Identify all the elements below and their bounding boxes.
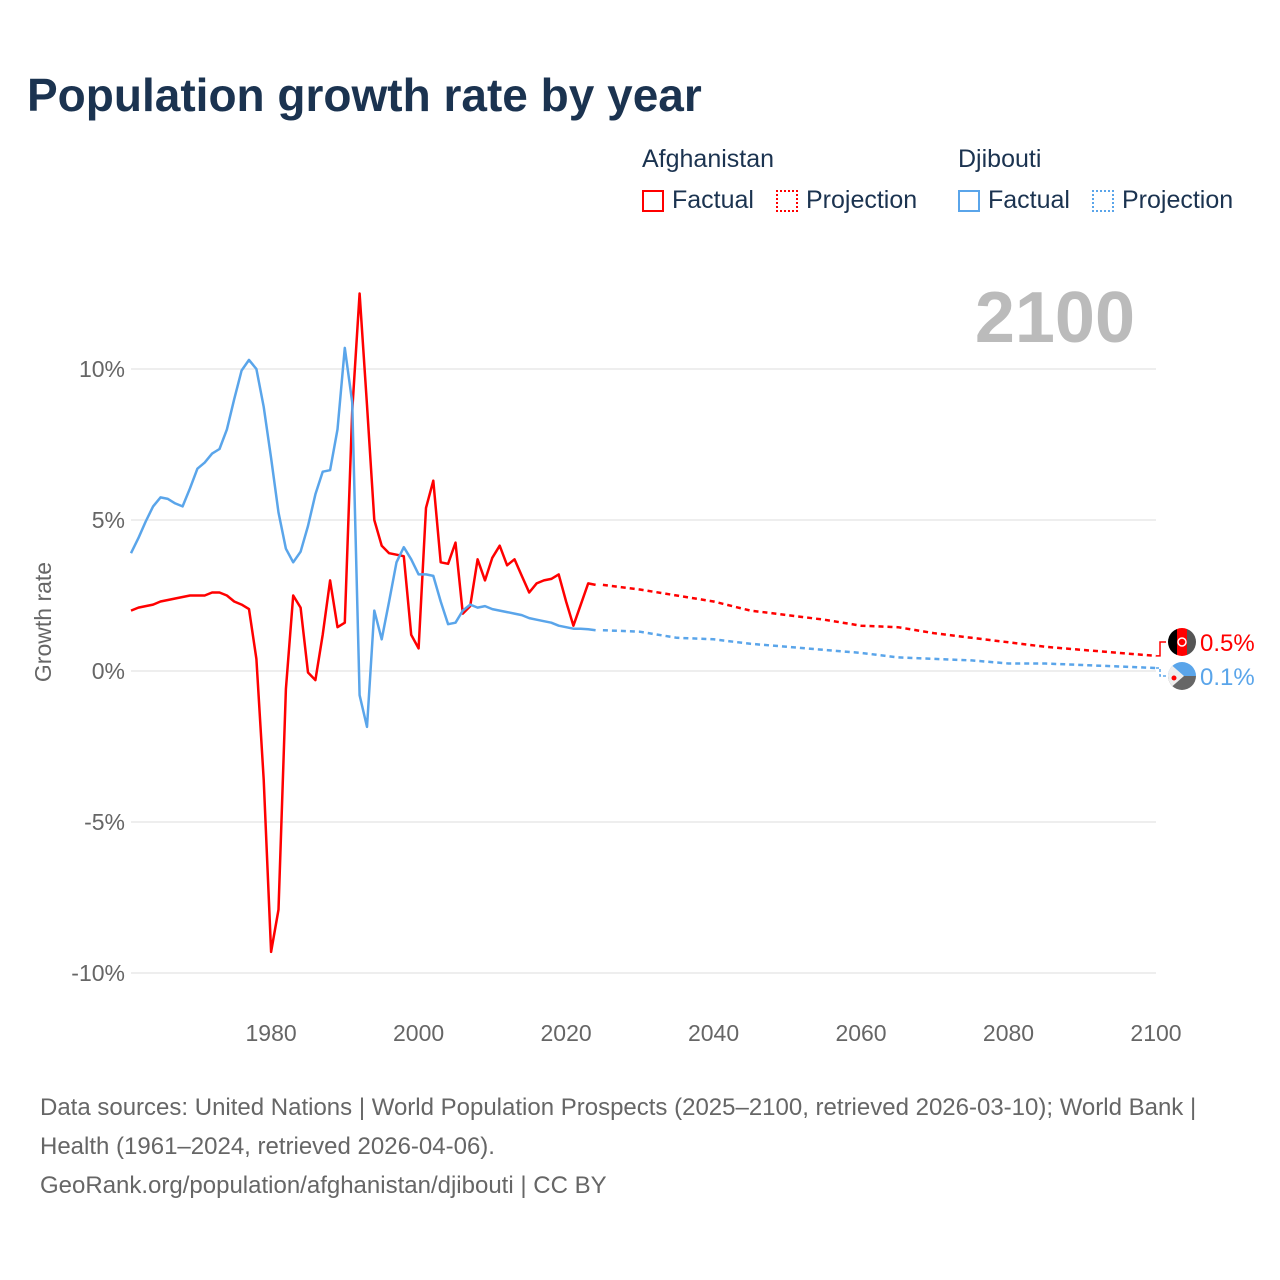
legend-swatch (642, 189, 664, 212)
plot-area: 2100 Growth rate 10% 5% 0% -5% -10% 1980 2000 2… (30, 278, 1255, 1046)
y-tick-label: -10% (71, 960, 125, 986)
end-value-label: 0.5% (1200, 630, 1255, 657)
footer: Data sources: United Nations | World Pop… (40, 1088, 1240, 1205)
data-sources: Data sources: United Nations | World Pop… (40, 1094, 1197, 1160)
legend-swatch (776, 189, 798, 212)
y-tick-label: 0% (92, 658, 125, 684)
legend-label: Factual (672, 186, 754, 214)
source-link[interactable]: GeoRank.org/population/afghanistan/djibo… (40, 1172, 607, 1199)
legend-djibouti-factual[interactable]: Factual (958, 186, 1070, 215)
y-tick-label: -5% (84, 809, 125, 835)
flag-emblem (1177, 637, 1187, 647)
legend-label: Projection (1122, 186, 1234, 214)
y-axis-label: Growth rate (30, 562, 56, 682)
x-tick-label: 2100 (1130, 1020, 1181, 1046)
legend-label: Factual (988, 186, 1070, 214)
legend-afghanistan-factual[interactable]: Factual (642, 186, 754, 215)
afghanistan-flag-icon (1168, 628, 1196, 656)
legend-afghanistan-projection[interactable]: Projection (776, 186, 917, 215)
legend-djibouti-projection[interactable]: Projection (1092, 186, 1233, 215)
x-tick-label: 2020 (540, 1020, 591, 1046)
legend-group-djibouti: Djibouti (958, 145, 1042, 173)
flag-stripe (1168, 628, 1177, 656)
flag-stripe (1177, 628, 1187, 656)
y-tick-label: 10% (79, 356, 125, 382)
legend-swatch (1092, 189, 1114, 212)
x-tick-label: 2000 (393, 1020, 444, 1046)
year-label: 2100 (975, 278, 1135, 358)
djibouti-projection-line (602, 628, 1157, 670)
y-tick-label: 5% (92, 507, 125, 533)
afghanistan-projection-line (602, 583, 1157, 658)
afghanistan-factual-line (130, 292, 596, 954)
chart-title: Population growth rate by year (27, 69, 702, 121)
end-value-label: 0.1% (1200, 664, 1255, 691)
end-connector (1156, 641, 1166, 657)
x-tick-label: 2060 (835, 1020, 886, 1046)
legend-group-afghanistan: Afghanistan (642, 145, 775, 173)
end-connector (1156, 667, 1166, 677)
djibouti-factual-line (129, 346, 596, 729)
x-tick-label: 2040 (688, 1020, 739, 1046)
legend-swatch (958, 189, 980, 212)
flag-triangle (1168, 662, 1184, 690)
flag-stripe (1187, 628, 1196, 656)
djibouti-flag-icon (1168, 662, 1196, 690)
x-tick-label: 2080 (983, 1020, 1034, 1046)
x-tick-label: 1980 (246, 1020, 297, 1046)
flag-star (1171, 675, 1177, 681)
legend-label: Projection (806, 186, 918, 214)
